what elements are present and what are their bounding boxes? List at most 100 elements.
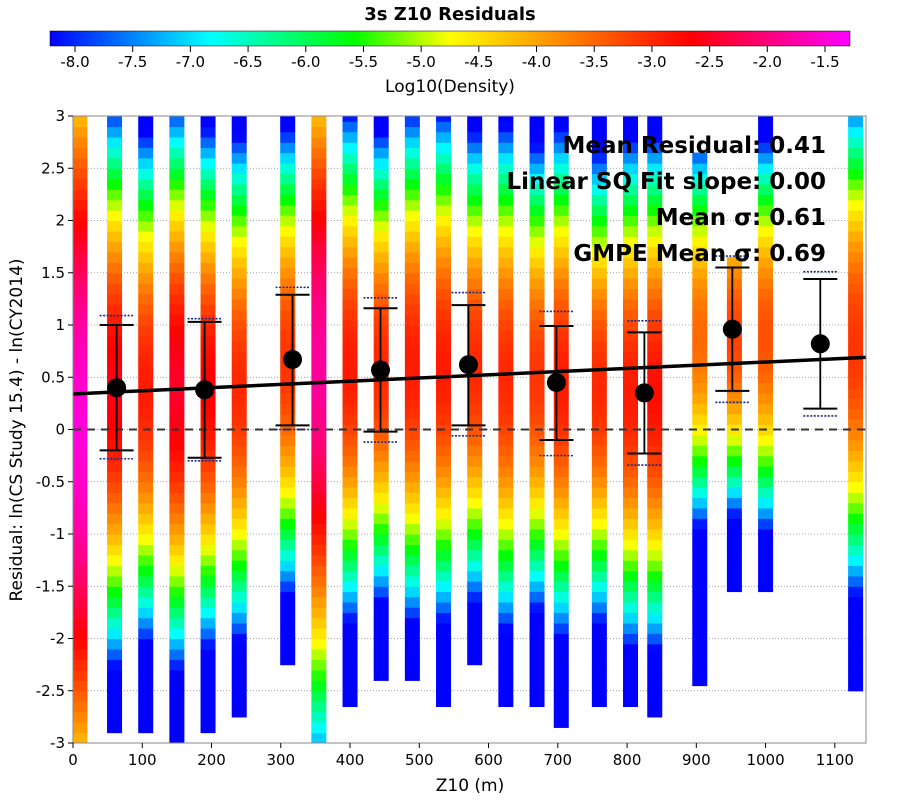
density-cell [138,314,154,326]
density-cell [692,236,708,248]
density-cell [373,471,389,483]
colorbar-tick-label: -8.0 [60,53,89,71]
colorbar-tick-label: -6.0 [291,53,320,71]
density-cell [467,142,483,154]
density-cell [436,591,452,603]
density-column [467,116,483,666]
density-cell [529,413,545,425]
density-cell [436,695,452,708]
density-cell [647,392,663,404]
density-cell [553,685,569,697]
density-cell [647,257,663,269]
density-cell [231,309,247,321]
density-cell [591,581,607,593]
density-cell [553,445,569,457]
density-cell [73,241,88,253]
density-cell [591,486,607,499]
density-cell [758,560,774,572]
density-cell [726,382,742,394]
density-cell [848,293,864,305]
density-cell [436,622,452,634]
density-cell [498,591,514,603]
density-cell [373,669,389,681]
density-cell [138,366,154,378]
density-cell [436,382,452,394]
density-cell [848,283,864,295]
density-cell [200,565,216,577]
density-cell [200,230,216,242]
density-cell [231,142,247,154]
density-cell [404,147,420,159]
density-cell [436,319,452,331]
density-cell [231,257,247,269]
density-cell [107,481,123,493]
density-cell [498,434,514,446]
density-cell [138,450,154,462]
density-cell [591,246,607,258]
density-column [848,116,864,692]
density-cell [498,528,514,540]
density-cell [200,722,216,734]
density-cell [553,539,569,551]
density-cell [73,199,88,211]
density-cell [467,413,483,425]
density-cell [848,241,864,253]
density-cell [436,664,452,676]
density-cell [436,309,452,321]
density-cell [553,455,569,467]
density-cell [280,330,296,342]
colorbar-tick-label: -4.5 [464,53,493,71]
density-cell [623,497,639,509]
density-cell [169,419,185,431]
density-cell [342,413,358,425]
y-tick-label: 0 [55,421,65,439]
density-cell [231,246,247,258]
density-cell [692,497,708,509]
density-cell [692,152,708,164]
y-tick-label: 1 [55,316,65,334]
density-cell [73,157,88,169]
density-cell [73,189,88,201]
density-cell [138,325,154,337]
density-cell [848,262,864,274]
density-cell [436,257,452,269]
density-cell [848,272,864,284]
density-cell [373,220,389,232]
density-cell [231,330,247,342]
density-cell [107,680,123,692]
density-cell [404,189,420,201]
x-tick-label: 600 [474,751,503,769]
density-cell [200,178,216,190]
density-cell [107,283,123,295]
density-cell [311,262,327,274]
density-cell [467,560,483,572]
density-cell [200,345,216,357]
density-cell [138,596,154,608]
density-cell [553,236,569,248]
density-cell [73,638,88,650]
density-cell [591,152,607,164]
density-cell [726,549,742,561]
density-cell [591,319,607,331]
density-cell [467,351,483,363]
mean-point-group [363,297,398,443]
density-cell [467,403,483,415]
density-cell [231,528,247,540]
density-cell [623,319,639,331]
density-cell [169,607,185,619]
density-cell [498,246,514,258]
density-cell [529,131,545,143]
density-cell [467,392,483,404]
density-cell [848,314,864,326]
density-cell [848,607,864,619]
density-cell [107,136,123,148]
density-cell [529,330,545,342]
density-cell [591,413,607,425]
density-cell [591,695,607,708]
density-cell [280,445,296,457]
colorbar-tick-label: -2.5 [695,53,724,71]
density-cell [692,581,708,593]
density-cell [231,643,247,655]
density-cell [231,392,247,404]
density-cell [692,486,708,499]
